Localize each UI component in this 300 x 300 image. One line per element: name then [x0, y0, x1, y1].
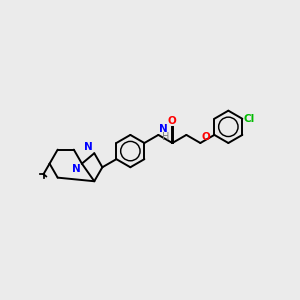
- Text: N: N: [84, 142, 93, 152]
- Text: N: N: [72, 164, 81, 174]
- Text: N: N: [159, 124, 168, 134]
- Text: H: H: [162, 132, 170, 142]
- Text: O: O: [167, 116, 176, 125]
- Text: Cl: Cl: [244, 114, 255, 124]
- Text: O: O: [201, 132, 210, 142]
